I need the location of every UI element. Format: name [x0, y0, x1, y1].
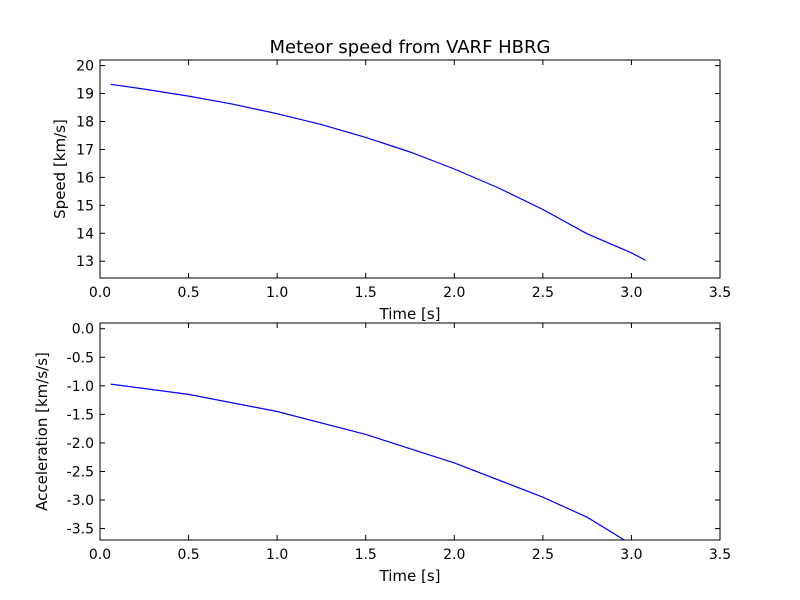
speed-y-tick-label: 13: [76, 254, 94, 270]
acceleration-plot: 0.0 0.5 1.0 1.5 2.0 2.5 3.0 3.5 0.0 -0.5 -1.0 -1.5 -…: [33, 322, 731, 585]
acceleration-x-axis-label: Time [s]: [379, 567, 441, 585]
speed-x-tick-label: 0.5: [177, 285, 199, 301]
acceleration-y-tick-label: -2.5: [67, 464, 94, 480]
speed-x-tick-label: 3.5: [709, 285, 731, 301]
acceleration-x-tick-label: 1.0: [266, 547, 288, 563]
speed-x-tick-label: 1.5: [355, 285, 377, 301]
speed-x-tick-label: 1.0: [266, 285, 288, 301]
acceleration-x-tick-label: 2.5: [532, 547, 554, 563]
speed-plot: 0.0 0.5 1.0 1.5 2.0 2.5 3.0 3.5 13 14 15 16 17 18 19 20…: [51, 59, 731, 323]
acceleration-y-tick-label: -3.5: [67, 522, 94, 538]
speed-x-axis-label: Time [s]: [379, 305, 441, 323]
acceleration-x-tick-label: 1.5: [355, 547, 377, 563]
acceleration-x-tick-label: 3.5: [709, 547, 731, 563]
speed-x-tick-label: 3.0: [620, 285, 642, 301]
speed-series-line-0: [110, 83, 646, 261]
acceleration-y-axis-label: Acceleration [km/s/s]: [33, 352, 51, 511]
acceleration-y-tick-label: -1.5: [67, 407, 94, 423]
speed-y-tick-label: 16: [76, 170, 94, 186]
acceleration-axes-frame: [99, 322, 721, 541]
speed-y-tick-label: 15: [76, 198, 94, 214]
speed-y-tick-label: 18: [76, 114, 94, 130]
acceleration-x-tick-label: 0.5: [177, 547, 199, 563]
acceleration-y-tick-label: 0.0: [72, 322, 94, 338]
acceleration-x-tick-label: 2.0: [443, 547, 465, 563]
acceleration-y-tick-label: -2.0: [67, 436, 94, 452]
speed-y-tick-label: 17: [76, 142, 94, 158]
acceleration-x-tick-label: 3.0: [620, 547, 642, 563]
acceleration-y-tick-label: -1.0: [67, 379, 94, 395]
speed-x-tick-label: 0.0: [89, 285, 111, 301]
speed-y-tick-label: 19: [76, 87, 94, 103]
speed-y-tick-label: 14: [76, 226, 94, 242]
speed-x-tick-label: 2.5: [532, 285, 554, 301]
speed-axes-frame: [99, 59, 721, 279]
acceleration-y-tick-label: -3.0: [67, 493, 94, 509]
acceleration-series-line-0: [110, 383, 625, 540]
acceleration-x-tick-label: 0.0: [89, 547, 111, 563]
speed-y-axis-label: Speed [km/s]: [51, 119, 69, 219]
speed-y-tick-label: 20: [76, 59, 94, 75]
acceleration-y-tick-label: -0.5: [67, 350, 94, 366]
speed-x-tick-label: 2.0: [443, 285, 465, 301]
chart-title: Meteor speed from VARF HBRG: [270, 37, 551, 58]
